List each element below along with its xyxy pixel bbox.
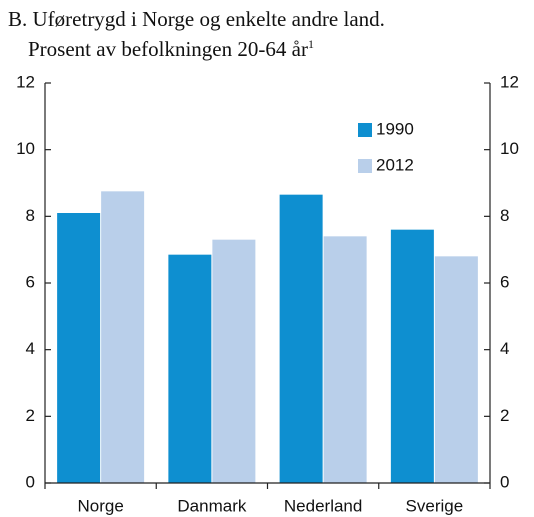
y-tick-label: 0 [26, 472, 35, 491]
y2-tick-label: 2 [500, 406, 509, 425]
y-tick-label: 4 [26, 339, 35, 358]
legend-label: 1990 [376, 119, 414, 138]
bar [323, 236, 367, 483]
bar [434, 256, 478, 483]
bar [57, 213, 101, 483]
legend-swatch [358, 159, 372, 173]
y2-tick-label: 6 [500, 272, 509, 291]
footnote-marker: 1 [308, 37, 314, 51]
subtitle-text: Prosent av befolkningen 20-64 år [28, 37, 308, 61]
bar [101, 191, 145, 484]
chart-title: B. Uføretrygd i Norge og enkelte andre l… [8, 7, 385, 31]
y-tick-label: 2 [26, 406, 35, 425]
legend-label: 2012 [376, 155, 414, 174]
bar [279, 194, 323, 483]
y2-tick-label: 8 [500, 206, 509, 225]
x-tick-label: Norge [77, 496, 123, 515]
bar [212, 239, 256, 483]
y-tick-label: 12 [16, 72, 35, 91]
y2-tick-label: 0 [500, 472, 509, 491]
legend-swatch [358, 123, 372, 137]
y2-tick-label: 10 [500, 139, 519, 158]
y-tick-label: 8 [26, 206, 35, 225]
y-tick-label: 10 [16, 139, 35, 158]
bar [390, 229, 434, 483]
bar [168, 254, 212, 483]
y-tick-label: 6 [26, 272, 35, 291]
chart-subtitle: Prosent av befolkningen 20-64 år1 [28, 37, 314, 61]
y2-tick-label: 4 [500, 339, 509, 358]
x-tick-label: Nederland [284, 496, 362, 515]
x-tick-label: Danmark [177, 496, 246, 515]
y2-tick-label: 12 [500, 72, 519, 91]
x-tick-label: Sverige [406, 496, 464, 515]
